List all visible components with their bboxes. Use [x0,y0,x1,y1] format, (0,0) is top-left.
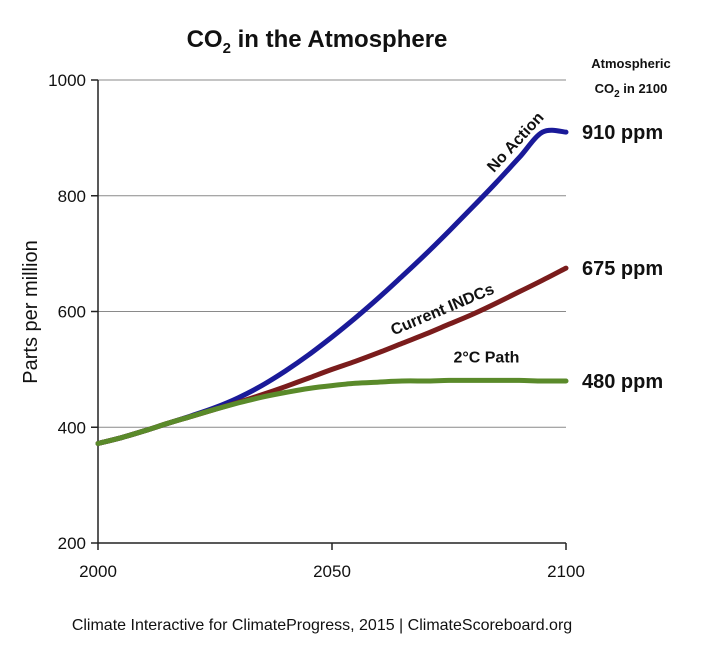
y-tick-label-800: 800 [58,187,86,206]
y-tick-label-1000: 1000 [48,71,86,90]
x-tick-label-2050: 2050 [313,562,351,581]
y-axis-label: Parts per million [20,240,42,383]
series-line-no-action [95,127,569,446]
side-header-line2: CO2 in 2100 [595,81,668,100]
x-tick-label-2000: 2000 [79,562,117,581]
x-tick-label-2100: 2100 [547,562,585,581]
end-label-no-action: 910 ppm [582,122,663,144]
source-credit: Climate Interactive for ClimateProgress,… [72,617,572,634]
series-lines [95,127,569,446]
series-label-no-action: No Action [484,109,547,176]
y-tick-label-200: 200 [58,534,86,553]
end-label-2c-path: 480 ppm [582,371,663,393]
grid-lines [98,79,566,428]
tick-labels: 200 400 600 800 1000 2000 2050 2100 [48,71,585,581]
end-label-current-indcs: 675 ppm [582,258,663,280]
y-tick-label-400: 400 [58,418,86,437]
chart-title: CO2 in the Atmosphere [187,26,448,57]
side-header-line1: Atmospheric [591,56,670,71]
y-tick-label-600: 600 [58,303,86,322]
series-line-2c-path [95,377,569,446]
series-label-2c-path: 2°C Path [453,349,519,366]
